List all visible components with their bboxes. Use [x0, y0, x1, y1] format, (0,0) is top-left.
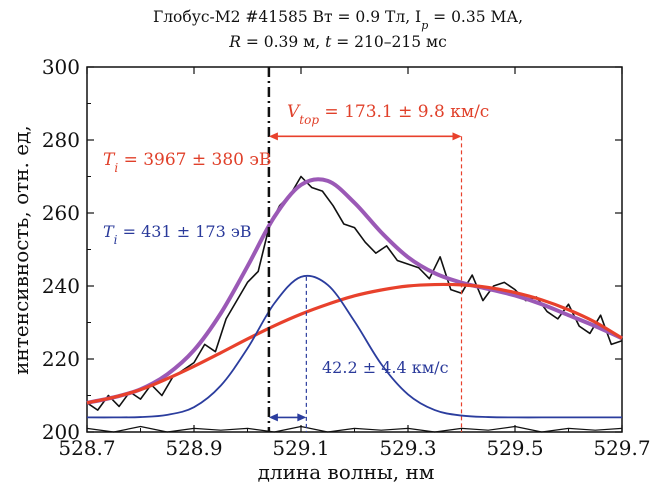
series-layer: [86, 175, 623, 433]
y-tick-label: 260: [42, 201, 80, 225]
x-tick-label: 529.7: [593, 436, 650, 460]
x-axis-label: длина волны, нм: [258, 460, 435, 484]
vtor-annotation: Vtop = 173.1 ± 9.8 км/с: [287, 102, 489, 127]
vcold-arrow-head-right: [297, 413, 307, 422]
x-tick-label: 529.5: [486, 436, 543, 460]
y-axis-label: интенсивность, отн. ед,: [9, 125, 33, 375]
y-tick-label: 240: [42, 274, 80, 298]
vcold-arrow-head-left: [268, 413, 278, 422]
x-tick-label: 529.3: [379, 436, 436, 460]
hot-component-line: [86, 282, 623, 405]
chart-title-line-1: Глобус-М2 #41585 Вт = 0.9 Тл, Ip = 0.35 …: [153, 8, 523, 32]
chart-title-line-2: R = 0.39 м, t = 210–215 мс: [228, 33, 447, 51]
vcold-annotation: 42.2 ± 4.4 км/с: [322, 358, 449, 377]
cold-component-line: [86, 274, 622, 419]
ti-hot-annotation: Ti = 3967 ± 380 эВ: [103, 150, 271, 175]
axis-tick-labels: 528.7 528.9 529.1 529.3 529.5 529.7 200 220 240 2…: [42, 55, 651, 460]
y-tick-label: 200: [42, 420, 80, 444]
marker-layer: [267, 67, 463, 432]
ti-cold-annotation: Ti = 431 ± 173 эВ: [103, 222, 252, 247]
y-tick-label: 220: [42, 347, 80, 371]
y-tick-label: 300: [42, 55, 80, 79]
vtor-arrow-head-left: [268, 132, 278, 141]
total-fit-line: [86, 177, 623, 405]
vtor-arrow-head-right: [452, 132, 462, 141]
x-tick-label: 528.7: [58, 436, 115, 460]
x-tick-label: 529.1: [272, 436, 329, 460]
background-noise-line: [86, 425, 623, 433]
x-tick-label: 528.9: [165, 436, 222, 460]
y-tick-label: 280: [42, 128, 80, 152]
